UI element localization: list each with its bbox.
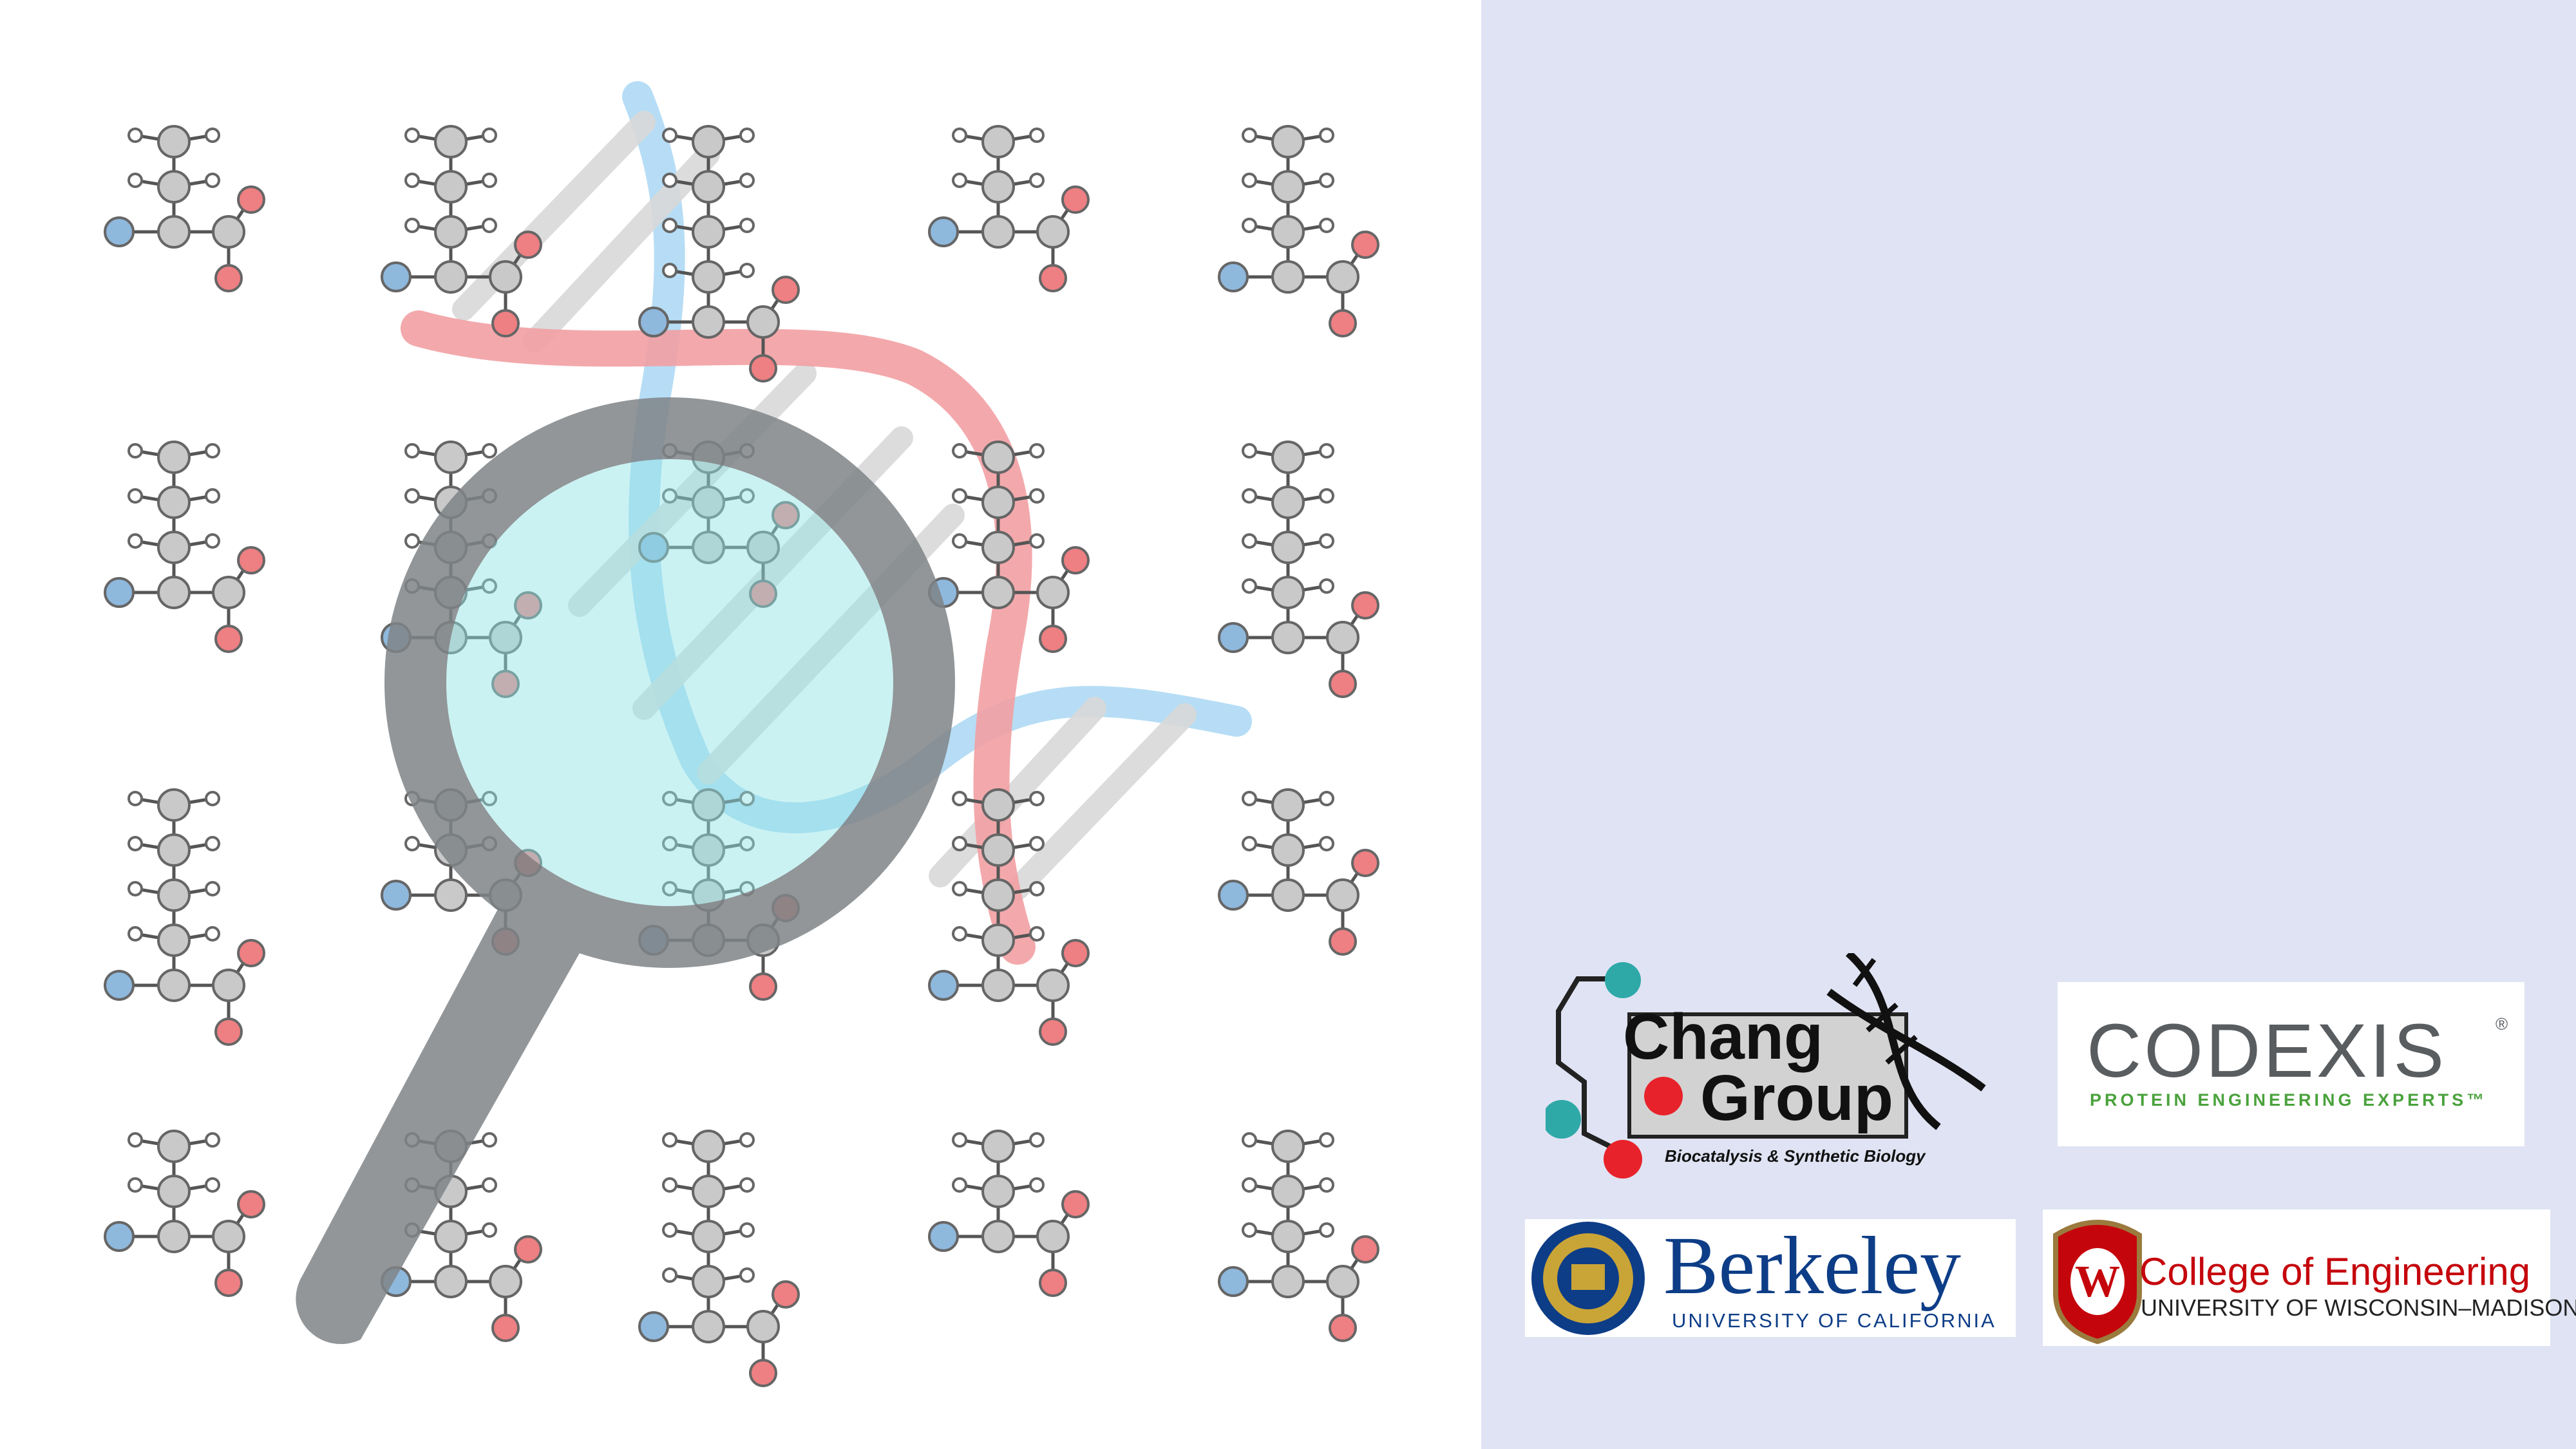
chang-group-logo: Chang Group Biocatalysis & Synthetic Bio… <box>1546 953 2009 1185</box>
svg-text:W: W <box>2075 1257 2120 1307</box>
codexis-logo: CODEXIS ® PROTEIN ENGINEERING EXPERTS™ <box>2058 982 2524 1146</box>
wisconsin-subtitle: UNIVERSITY OF WISCONSIN–MADISON <box>2141 1294 2576 1321</box>
chang-title-line2: Group <box>1700 1062 1893 1134</box>
dna-helix-red-strand <box>401 310 1036 965</box>
molecule-grid-icon <box>104 125 1379 1387</box>
magnifying-glass-icon <box>296 397 955 1345</box>
berkeley-logo: Berkeley UNIVERSITY OF CALIFORNIA <box>1525 1219 2016 1337</box>
logo-panel-background <box>1481 0 2576 1449</box>
molecule-illustration <box>104 81 1379 1387</box>
registered-mark-icon: ® <box>2496 1014 2508 1034</box>
berkeley-subtitle: UNIVERSITY OF CALIFORNIA <box>1672 1309 1996 1332</box>
codexis-tagline: PROTEIN ENGINEERING EXPERTS™ <box>2090 1090 2488 1110</box>
chang-subtitle: Biocatalysis & Synthetic Biology <box>1665 1146 1926 1166</box>
codexis-name: CODEXIS <box>2087 1009 2447 1094</box>
dna-rungs <box>452 111 1197 900</box>
berkeley-name: Berkeley <box>1663 1220 1961 1311</box>
wisconsin-logo: W College of Engineering UNIVERSITY OF W… <box>2043 1209 2576 1346</box>
chang-title-line1: Chang <box>1623 1001 1824 1073</box>
dna-helix-blue-strand <box>622 81 1252 833</box>
wisconsin-name: College of Engineering <box>2139 1250 2531 1293</box>
